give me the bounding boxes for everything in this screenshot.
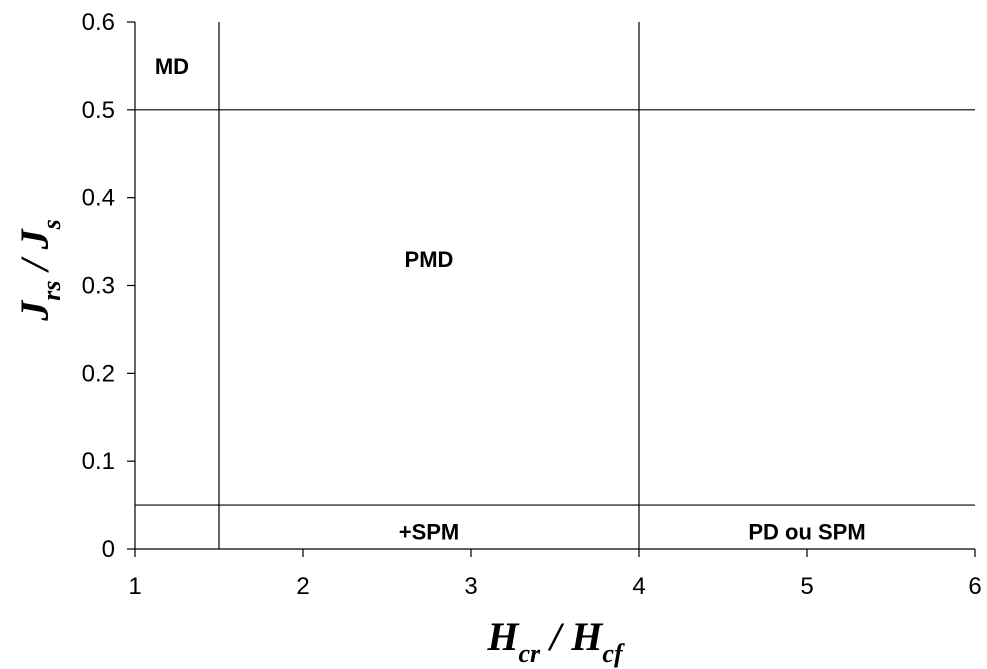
y-tick-label: 0.1 <box>82 448 115 475</box>
x-tick-label: 3 <box>464 573 477 600</box>
x-tick-label: 5 <box>800 573 813 600</box>
y-axis-title: Jrs / Js <box>12 219 66 322</box>
axes <box>134 22 975 550</box>
y-tick-label: 0.6 <box>82 9 115 36</box>
region-labels: MD PMD +SPM PD ou SPM <box>155 54 866 545</box>
region-label: PMD <box>405 247 454 272</box>
y-tick-label: 0.5 <box>82 97 115 124</box>
region-boundaries <box>135 22 975 549</box>
y-tick-label: 0.2 <box>82 360 115 387</box>
y-tick-label: 0.3 <box>82 273 115 300</box>
y-tick-label: 0 <box>102 536 115 563</box>
x-tick-label: 4 <box>632 573 645 600</box>
region-label: +SPM <box>399 519 460 544</box>
x-axis-title: Hcr / Hcf <box>486 614 625 668</box>
region-label: PD ou SPM <box>748 519 865 544</box>
y-ticks: 0 0.1 0.2 0.3 0.4 0.5 0.6 <box>82 9 135 563</box>
y-tick-label: 0.4 <box>82 185 115 212</box>
x-ticks: 1 2 3 4 5 6 <box>128 549 982 600</box>
x-tick-label: 6 <box>968 573 981 600</box>
x-tick-label: 2 <box>296 573 309 600</box>
x-tick-label: 1 <box>128 573 141 600</box>
region-label: MD <box>155 54 189 79</box>
